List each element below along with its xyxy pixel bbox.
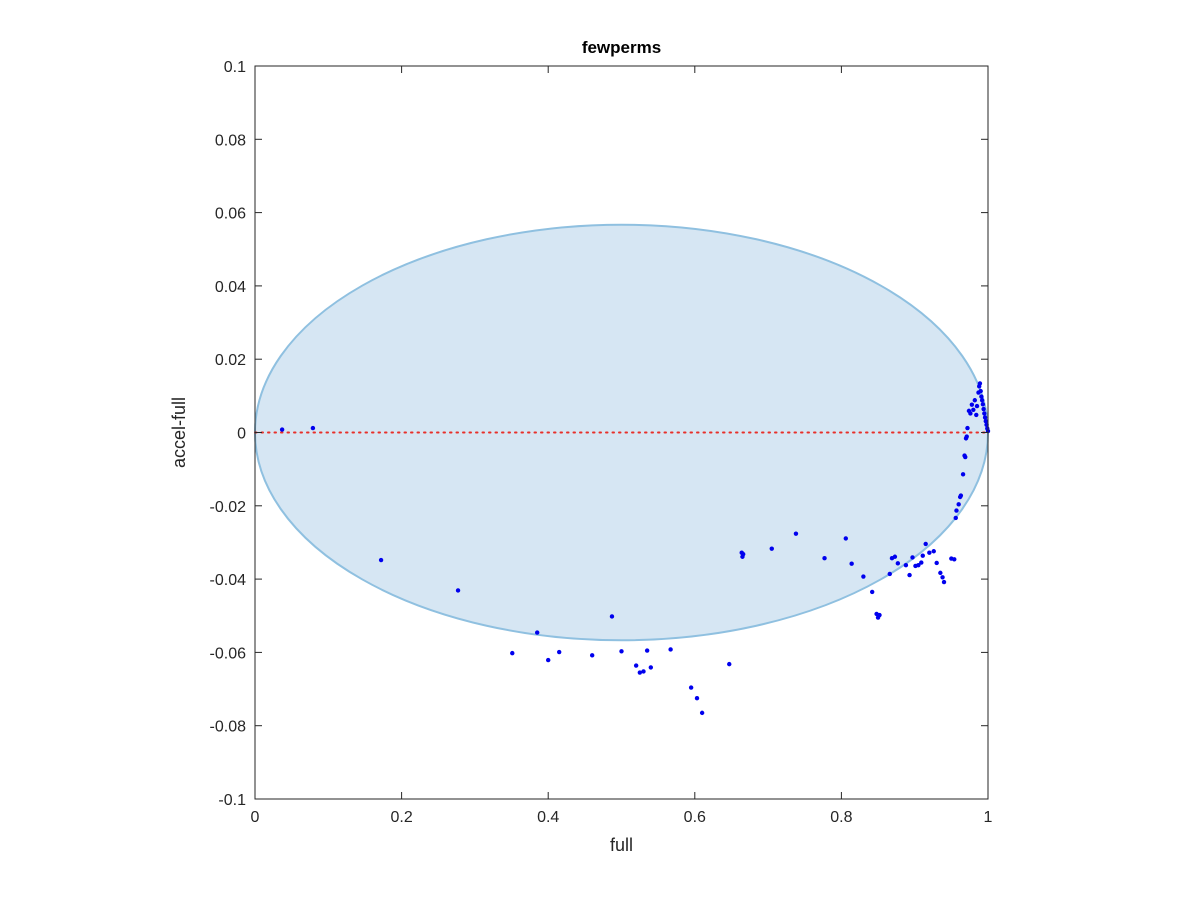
data-point	[633, 663, 639, 668]
data-point	[869, 589, 875, 595]
data-point	[861, 574, 866, 579]
data-point	[964, 434, 969, 439]
chart-title: fewperms	[582, 38, 661, 57]
data-point	[940, 575, 945, 580]
data-point	[968, 411, 973, 416]
y-tick-label: -0.04	[210, 572, 247, 589]
x-tick-label: 0.8	[830, 809, 852, 826]
data-point	[958, 493, 964, 498]
data-point	[954, 508, 959, 513]
data-point	[619, 649, 624, 654]
data-point	[965, 425, 970, 431]
data-point	[952, 557, 957, 562]
data-point	[974, 412, 979, 418]
data-point	[907, 572, 912, 578]
data-point	[903, 562, 909, 568]
x-tick-label: 0.2	[390, 809, 412, 826]
data-point	[974, 403, 980, 409]
y-tick-label: 0.06	[215, 206, 246, 223]
x-tick-label: 1	[984, 809, 993, 826]
data-point	[310, 425, 316, 431]
data-point	[972, 398, 978, 403]
x-tick-label: 0	[251, 809, 260, 826]
data-point	[963, 454, 968, 460]
data-point	[919, 560, 924, 565]
data-point	[843, 536, 848, 541]
x-tick-label: 0.6	[684, 809, 706, 826]
y-axis-ticks: 0.1 0.08 0.06 0.04 0.02 0 -0.02 -0.04 -0.06 -0.08…	[210, 59, 988, 809]
data-point	[740, 551, 746, 557]
data-point	[979, 398, 985, 403]
y-tick-label: 0.04	[215, 279, 246, 296]
data-point	[892, 554, 898, 559]
y-tick-label: 0.1	[224, 59, 246, 76]
data-point	[956, 502, 961, 507]
points-layer	[279, 381, 991, 716]
data-point	[971, 407, 976, 412]
data-point	[977, 381, 983, 386]
data-point	[953, 515, 958, 521]
data-point	[934, 560, 939, 566]
data-point	[793, 531, 799, 536]
data-point	[931, 549, 936, 554]
data-point	[923, 541, 928, 547]
data-point	[641, 669, 646, 674]
y-tick-label: 0	[237, 426, 246, 443]
y-tick-label: -0.1	[218, 792, 246, 809]
data-point	[637, 670, 643, 675]
data-point	[648, 665, 654, 670]
data-point	[727, 661, 732, 667]
data-point	[916, 562, 921, 568]
data-point	[589, 653, 595, 658]
y-tick-label: -0.08	[210, 719, 247, 736]
data-point	[699, 710, 705, 716]
data-point	[546, 657, 551, 663]
data-point	[982, 415, 988, 420]
data-point	[920, 553, 925, 558]
data-point	[556, 649, 562, 655]
data-point	[938, 570, 943, 576]
data-point	[510, 650, 515, 656]
data-point	[887, 571, 892, 577]
data-point	[978, 388, 983, 394]
data-point	[769, 546, 774, 551]
data-point	[980, 402, 986, 407]
data-point	[279, 427, 285, 432]
y-axis-label: accel-full	[169, 397, 189, 468]
data-point	[378, 557, 384, 563]
data-point	[941, 579, 947, 585]
data-point	[688, 685, 694, 690]
y-tick-label: -0.06	[210, 645, 247, 662]
data-point	[982, 411, 987, 416]
data-point	[983, 418, 989, 424]
data-point	[910, 555, 915, 560]
y-tick-label: 0.02	[215, 352, 246, 369]
data-point	[822, 556, 827, 561]
data-point	[455, 588, 461, 593]
x-tick-label: 0.4	[537, 809, 559, 826]
data-point	[877, 612, 882, 618]
x-axis-label: full	[610, 835, 633, 855]
data-point	[609, 614, 615, 619]
data-point	[981, 406, 986, 412]
data-point	[969, 402, 975, 407]
data-point	[644, 648, 650, 653]
data-point	[979, 394, 984, 399]
y-tick-label: 0.08	[215, 132, 246, 149]
data-point	[694, 696, 700, 701]
data-point	[668, 647, 673, 652]
data-point	[927, 550, 932, 555]
data-point	[895, 561, 901, 566]
y-tick-label: -0.02	[210, 499, 247, 516]
data-point	[849, 561, 854, 566]
data-point	[960, 472, 966, 477]
data-point	[535, 630, 540, 635]
x-axis-ticks: 0 0.2 0.4 0.6 0.8 1	[251, 66, 993, 826]
